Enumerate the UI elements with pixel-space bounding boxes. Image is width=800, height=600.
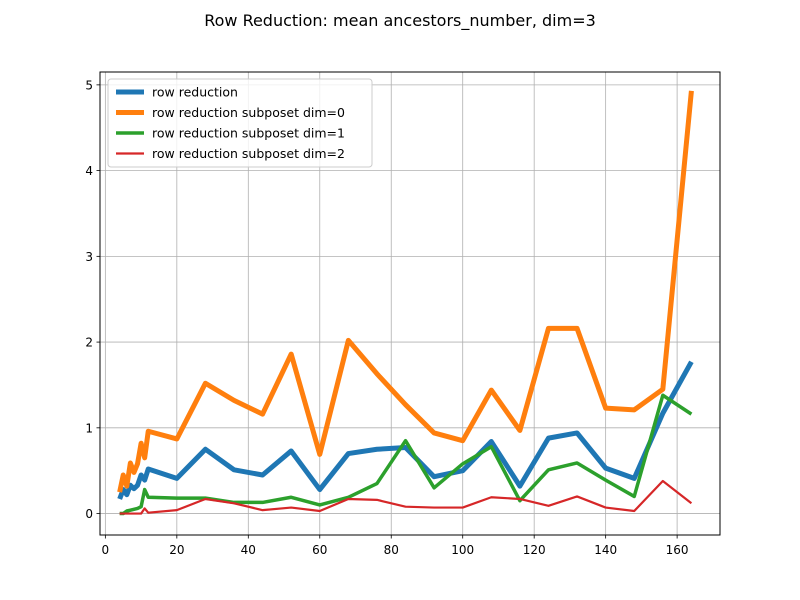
x-tick-label: 120 [523,543,546,557]
x-tick-label: 80 [384,543,399,557]
y-tick-label: 1 [85,421,93,435]
legend: row reduction row reduction subposet dim=… [107,78,373,168]
x-tick-label: 40 [241,543,256,557]
chart-title: Row Reduction: mean ancestors_number, di… [204,11,596,31]
series-lines [117,90,694,516]
legend-label: row reduction subposet dim=1 [152,126,345,141]
grid [100,72,720,535]
y-tick-label: 0 [85,507,93,521]
x-tick-label: 160 [666,543,689,557]
y-tick-label: 2 [85,336,93,350]
y-tick-label: 4 [85,164,93,178]
x-tick-label: 0 [102,543,110,557]
series-line-1 [117,90,694,493]
legend-label: row reduction subposet dim=0 [152,105,345,120]
y-tick-label: 5 [85,78,93,92]
legend-label: row reduction [152,85,238,100]
x-tick-label: 100 [451,543,474,557]
x-tick-label: 60 [312,543,327,557]
plot-frame [99,71,721,536]
x-tick-label: 20 [169,543,184,557]
legend-box [107,78,373,168]
series-line-0 [117,360,694,500]
y-tick-label: 3 [85,250,93,264]
x-tick-label: 140 [594,543,617,557]
series-line-2 [119,393,693,516]
axis-ticks: 0 20 40 60 80 100 120 140 160 0 1 2 3 4 5 [85,78,688,557]
series-line-3 [119,479,693,515]
legend-label: row reduction subposet dim=2 [152,146,345,161]
